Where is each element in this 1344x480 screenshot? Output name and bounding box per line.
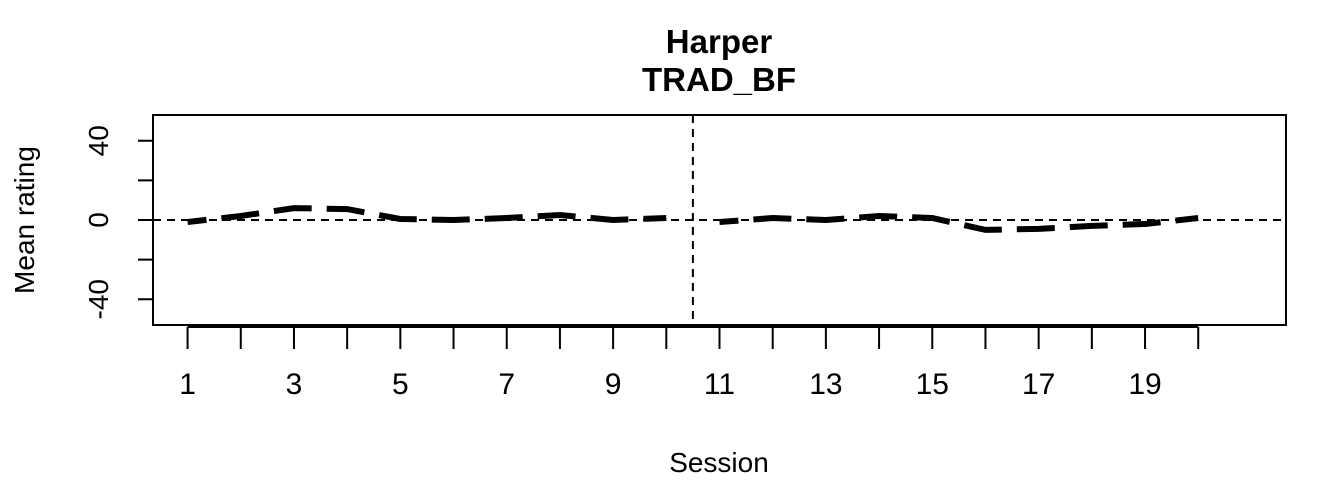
x-tick-label: 5 xyxy=(392,368,409,401)
x-tick-label: 3 xyxy=(286,368,303,401)
y-tick-label: 0 xyxy=(83,212,114,228)
x-tick-label: 9 xyxy=(605,368,622,401)
x-tick-label: 19 xyxy=(1128,368,1161,401)
y-axis-title: Mean rating xyxy=(9,146,40,294)
series-line-phase-2 xyxy=(719,212,1199,233)
x-tick-label: 15 xyxy=(916,368,949,401)
x-tick-label: 17 xyxy=(1022,368,1055,401)
x-tick-label: 11 xyxy=(704,368,735,401)
y-tick-label: -40 xyxy=(83,279,114,319)
x-tick-label: 7 xyxy=(498,368,515,401)
x-tick-label: 1 xyxy=(179,368,196,401)
chart-title: Harper xyxy=(666,23,773,60)
x-axis-title: Session xyxy=(669,447,769,478)
y-tick-label: 40 xyxy=(83,125,114,156)
x-tick-label: 13 xyxy=(809,368,842,401)
y-axis: -40 0 40 xyxy=(83,125,154,319)
x-axis: 1 3 5 7 9 11 13 15 17 19 xyxy=(179,326,1200,401)
chart-subtitle: TRAD_BF xyxy=(642,61,796,98)
data-series xyxy=(187,205,1199,233)
